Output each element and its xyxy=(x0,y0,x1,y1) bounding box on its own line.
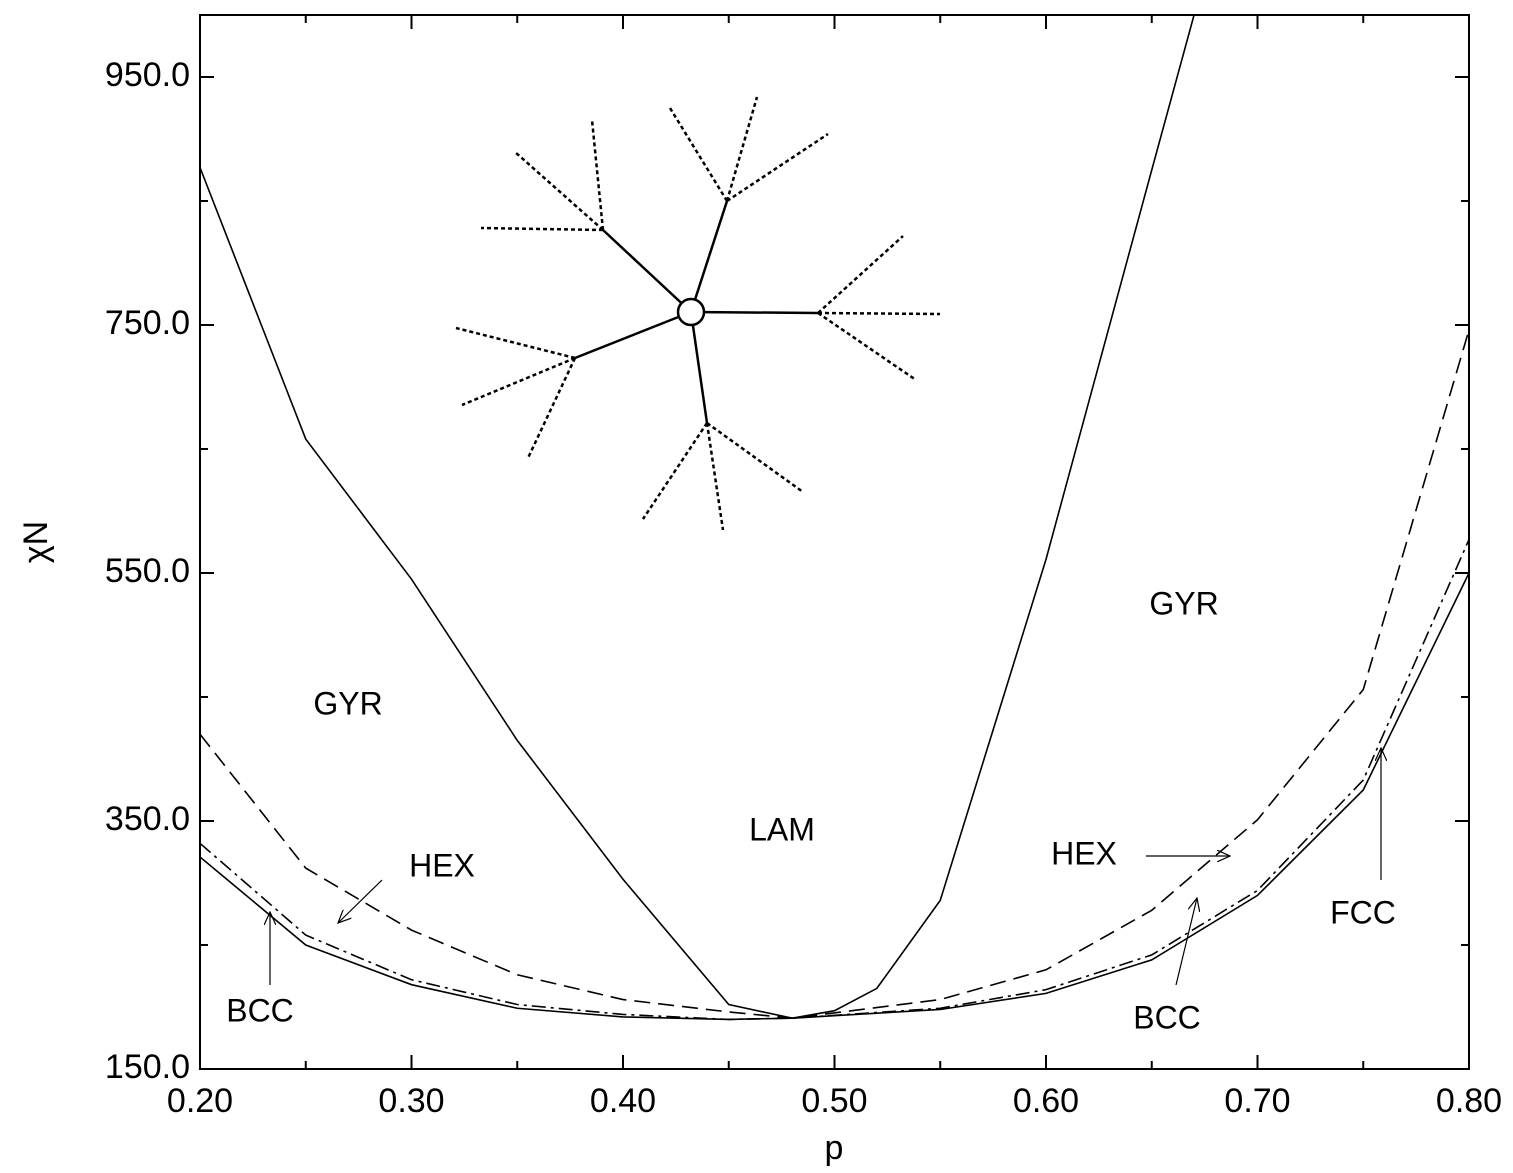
annotation: HEX xyxy=(1051,835,1117,871)
annotation: GYR xyxy=(1149,585,1218,621)
x-tick-label: 0.40 xyxy=(590,1082,656,1120)
x-tick-label: 0.20 xyxy=(167,1082,233,1120)
y-tick-label: 350.0 xyxy=(105,800,190,838)
annotation: LAM xyxy=(749,811,815,847)
star-polymer-diagram xyxy=(455,96,941,531)
annotation: HEX xyxy=(409,847,475,883)
x-tick-label: 0.80 xyxy=(1436,1082,1502,1120)
annotation-arrow xyxy=(338,879,383,923)
curve xyxy=(200,329,1469,1019)
curve xyxy=(200,572,1469,1021)
y-tick-label: 550.0 xyxy=(105,552,190,590)
annotation: BCC xyxy=(226,992,294,1028)
x-tick-label: 0.50 xyxy=(801,1082,867,1120)
x-tick-label: 0.60 xyxy=(1013,1082,1079,1120)
x-tick-label: 0.30 xyxy=(378,1082,444,1120)
x-tick-label: 0.70 xyxy=(1224,1082,1290,1120)
annotation: BCC xyxy=(1133,999,1201,1035)
annotation-arrow xyxy=(1175,898,1197,986)
annotation: FCC xyxy=(1330,894,1396,930)
plot-frame xyxy=(199,14,1470,1070)
plot-lines xyxy=(200,15,1469,1021)
y-tick-label: 750.0 xyxy=(105,304,190,342)
y-axis-label: χN xyxy=(17,521,55,563)
x-axis-label: p xyxy=(825,1129,844,1167)
annotation: GYR xyxy=(313,685,382,721)
curve xyxy=(200,539,1469,1021)
curve xyxy=(200,15,1195,1019)
y-tick-label: 950.0 xyxy=(105,56,190,94)
y-tick-label: 150.0 xyxy=(105,1048,190,1086)
